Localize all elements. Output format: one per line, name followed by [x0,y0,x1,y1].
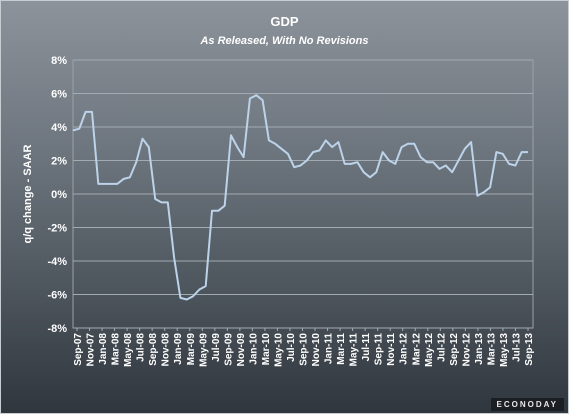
x-tick-label: Jan-12 [399,333,410,365]
x-tick-label: Sep-08 [148,333,159,366]
x-tick-label: May-12 [424,333,435,367]
x-tick-label: Mar-10 [261,333,272,366]
x-tick-label: May-13 [499,333,510,367]
x-tick-label: Jul-10 [286,333,297,362]
series-group [72,94,528,301]
chart-subtitle: As Released, With No Revisions [200,35,369,47]
x-tick-label: Mar-12 [411,333,422,366]
x-tick-label: Jan-13 [474,333,485,365]
x-tick-label: Nov-07 [86,333,97,367]
y-tick-label: -8% [47,323,67,335]
chart-title: GDP [270,14,299,29]
y-tick-label: -2% [47,223,67,235]
x-tick-label: Mar-09 [186,333,197,366]
y-tick-label: 4% [51,122,67,134]
y-tick-labels: 8% 6% 4% 2% 0% -2% -4% -6% -8% [47,55,67,335]
y-tick-label: 8% [51,55,67,67]
x-tick-label: Mar-11 [336,333,347,365]
x-tick-label: Sep-10 [299,333,310,366]
x-tick-label: Jan-10 [248,333,259,365]
x-tick-label: Jan-11 [324,333,335,365]
x-tick-label: Jan-09 [173,333,184,365]
x-tick-label: Nov-08 [161,333,172,367]
x-tick-label: Jan-08 [98,333,109,365]
y-tick-label: -4% [47,256,67,268]
x-tick-label: Nov-09 [236,333,247,367]
x-tick-label: May-08 [123,333,134,367]
x-tick-label: Jul-13 [511,333,522,362]
x-tick-label: May-10 [273,333,284,367]
x-tick-label: Nov-12 [461,333,472,367]
econoday-logo: ECONODAY [490,398,564,411]
grid [72,59,534,331]
x-tick-label: Sep-13 [524,333,535,366]
y-tick-label: -6% [47,290,67,302]
x-tick-label: Jul-09 [211,333,222,362]
y-tick-label: 0% [51,189,67,201]
series-line [72,94,528,301]
x-tick-label: Mar-13 [486,333,497,366]
x-tick-label: Jul-11 [361,333,372,362]
y-tick-label: 6% [51,89,67,101]
x-tick-label: May-11 [349,333,360,367]
x-tick-label: Jul-08 [136,333,147,362]
x-tick-label: Sep-07 [73,333,84,366]
x-tick-label: Nov-11 [386,333,397,366]
x-tick-labels: Sep-07 Nov-07 Jan-08 Mar-08 May-08 Jul-08 Sep-… [73,333,535,367]
x-tick-label: Sep-11 [374,333,385,366]
x-tick-label: Jul-12 [436,333,447,362]
x-tick-label: Mar-08 [111,333,122,366]
x-tick-label: Nov-10 [311,333,322,367]
x-tick-label: Sep-09 [223,333,234,366]
x-tick-label: May-09 [198,333,209,367]
y-tick-label: 2% [51,156,67,168]
x-tick-label: Sep-12 [449,333,460,366]
